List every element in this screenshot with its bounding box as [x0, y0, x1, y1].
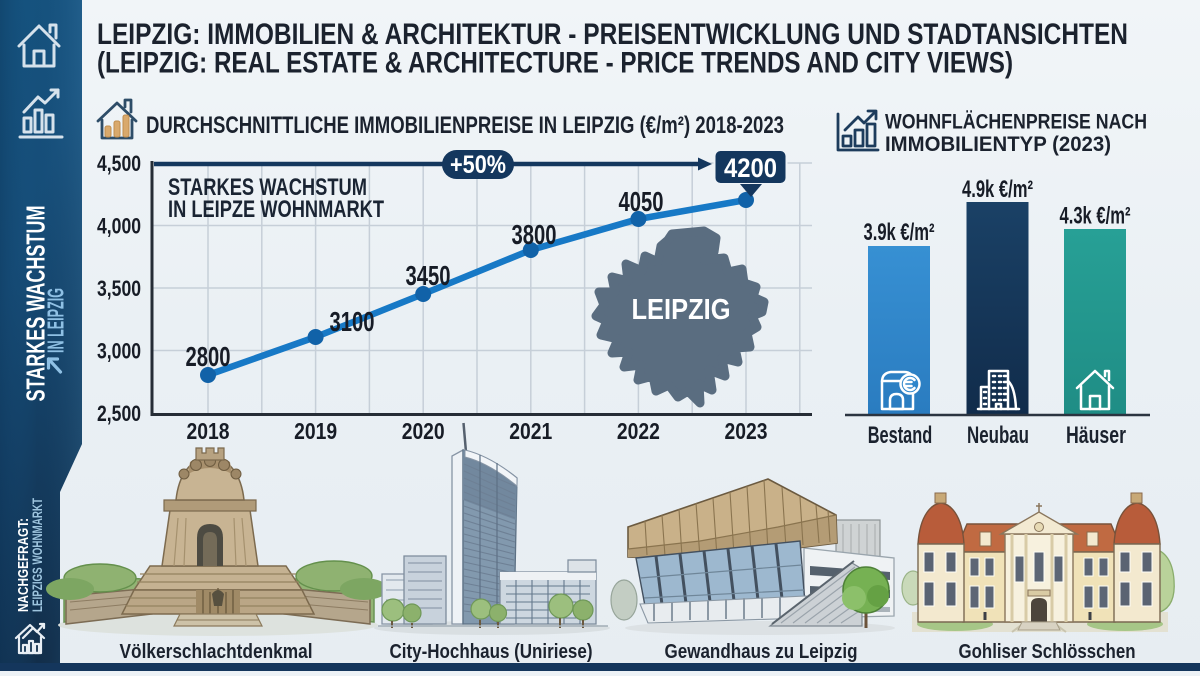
svg-text:LEIPZIGS WOHNMARKT: LEIPZIGS WOHNMARKT	[30, 497, 45, 612]
svg-text:IN LEIPZIG: IN LEIPZIG	[43, 288, 69, 353]
svg-text:City-Hochhaus (Uniriese): City-Hochhaus (Uniriese)	[390, 640, 593, 663]
svg-text:Gohliser Schlösschen: Gohliser Schlösschen	[959, 640, 1136, 663]
svg-text:4.9k €/m²: 4.9k €/m²	[962, 176, 1033, 203]
svg-text:3.9k €/m²: 3.9k €/m²	[864, 219, 935, 246]
svg-text:Häuser: Häuser	[1066, 422, 1126, 449]
svg-text:IN LEIPZE WOHNMARKT: IN LEIPZE WOHNMARKT	[168, 196, 384, 223]
svg-text:4,500: 4,500	[97, 151, 141, 176]
svg-text:3800: 3800	[512, 219, 557, 250]
svg-text:3,500: 3,500	[97, 276, 141, 301]
svg-text:2022: 2022	[617, 418, 660, 444]
svg-text:STARKES WACHSTUM: STARKES WACHSTUM	[23, 206, 51, 402]
svg-text:IMMOBILIENTYP (2023): IMMOBILIENTYP (2023)	[885, 132, 1111, 156]
svg-text:2,500: 2,500	[97, 401, 141, 426]
svg-text:Bestand: Bestand	[868, 422, 933, 449]
svg-text:(LEIPZIG: REAL ESTATE & ARCHIT: (LEIPZIG: REAL ESTATE & ARCHITECTURE - P…	[97, 47, 1013, 80]
svg-text:4.3k €/m²: 4.3k €/m²	[1060, 203, 1131, 230]
svg-text:NACHGEFRAGT:: NACHGEFRAGT:	[16, 518, 32, 612]
svg-text:2800: 2800	[186, 341, 231, 372]
svg-text:2023: 2023	[725, 418, 768, 444]
svg-text:4,000: 4,000	[97, 214, 141, 239]
svg-text:3450: 3450	[406, 260, 451, 291]
svg-text:LEIPZIG: LEIPZIG	[632, 294, 731, 326]
svg-text:WOHNFLÄCHENPREISE NACH: WOHNFLÄCHENPREISE NACH	[885, 109, 1147, 133]
svg-text:2018: 2018	[187, 418, 230, 444]
svg-text:4050: 4050	[619, 186, 664, 217]
svg-text:LEIPZIG: IMMOBILIEN & ARCHITEK: LEIPZIG: IMMOBILIEN & ARCHITEKTUR - PREI…	[97, 18, 1128, 51]
svg-text:4200: 4200	[724, 153, 777, 183]
svg-text:Gewandhaus zu Leipzig: Gewandhaus zu Leipzig	[665, 640, 858, 663]
svg-text:2020: 2020	[402, 418, 445, 444]
svg-text:+50%: +50%	[450, 151, 506, 179]
svg-text:3100: 3100	[330, 306, 375, 337]
svg-text:Völkerschlachtdenkmal: Völkerschlachtdenkmal	[120, 640, 313, 663]
svg-text:2021: 2021	[509, 418, 552, 444]
svg-text:Neubau: Neubau	[967, 422, 1029, 449]
svg-text:STARKES WACHSTUM: STARKES WACHSTUM	[168, 174, 367, 201]
svg-text:3,000: 3,000	[97, 339, 141, 364]
svg-text:2019: 2019	[294, 418, 337, 444]
svg-text:DURCHSCHNITTLICHE IMMOBILIENPR: DURCHSCHNITTLICHE IMMOBILIENPREISE IN LE…	[146, 112, 784, 139]
